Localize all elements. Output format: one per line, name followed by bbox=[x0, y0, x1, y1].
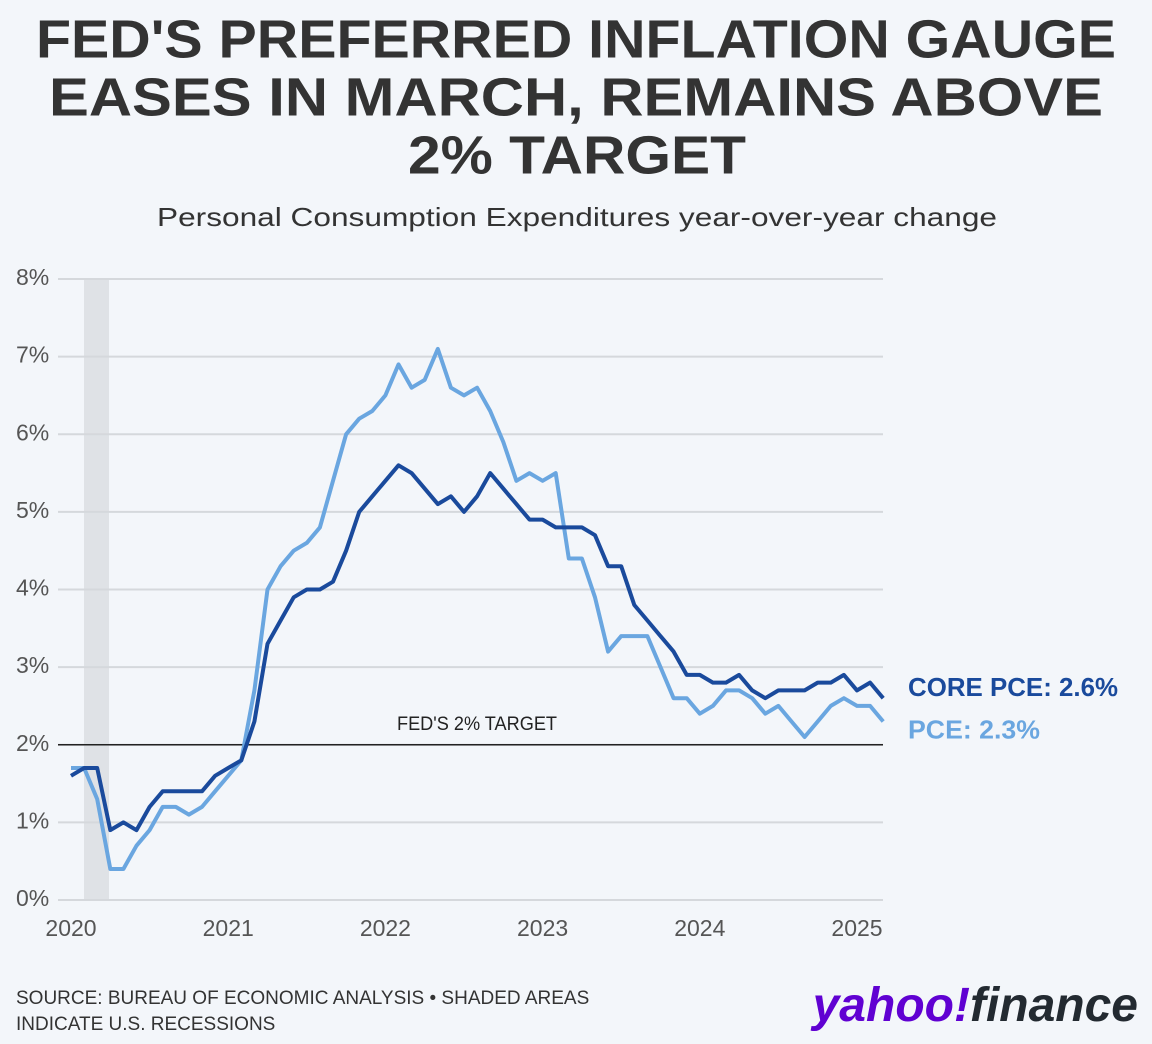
y-tick-label: 0% bbox=[16, 885, 49, 911]
y-tick-label: 5% bbox=[16, 497, 49, 523]
logo: yahoo!finance bbox=[811, 979, 1138, 1032]
y-tick-label: 4% bbox=[16, 575, 49, 601]
chart-subtitle: Personal Consumption Expenditures year-o… bbox=[157, 202, 997, 232]
source-note: INDICATE U.S. RECESSIONS bbox=[16, 1014, 275, 1035]
logo-finance: finance bbox=[970, 979, 1138, 1032]
chart-title: EASES IN MARCH, REMAINS ABOVE bbox=[49, 67, 1103, 127]
x-tick-label: 2022 bbox=[360, 915, 411, 941]
target-label: FED'S 2% TARGET bbox=[397, 714, 557, 735]
x-tick-label: 2023 bbox=[517, 915, 568, 941]
end-label: PCE: 2.3% bbox=[908, 714, 1040, 744]
y-tick-label: 8% bbox=[16, 264, 49, 290]
series-line bbox=[71, 346, 885, 871]
x-tick-label: 2021 bbox=[203, 915, 254, 941]
x-tick-label: 2024 bbox=[674, 915, 725, 941]
source-note: SOURCE: BUREAU OF ECONOMIC ANALYSIS • SH… bbox=[16, 988, 589, 1009]
end-label: CORE PCE: 2.6% bbox=[908, 672, 1118, 702]
y-tick-label: 3% bbox=[16, 652, 49, 678]
y-tick-label: 2% bbox=[16, 730, 49, 756]
series-line bbox=[69, 463, 885, 833]
chart-title: 2% TARGET bbox=[408, 125, 746, 185]
x-tick-label: 2020 bbox=[45, 915, 96, 941]
y-tick-label: 1% bbox=[16, 807, 49, 833]
y-tick-label: 6% bbox=[16, 419, 49, 445]
logo-yahoo: yahoo! bbox=[811, 979, 970, 1032]
x-tick-label: 2025 bbox=[831, 915, 882, 941]
y-tick-label: 7% bbox=[16, 342, 49, 368]
chart-title: FED'S PREFERRED INFLATION GAUGE bbox=[36, 9, 1116, 69]
